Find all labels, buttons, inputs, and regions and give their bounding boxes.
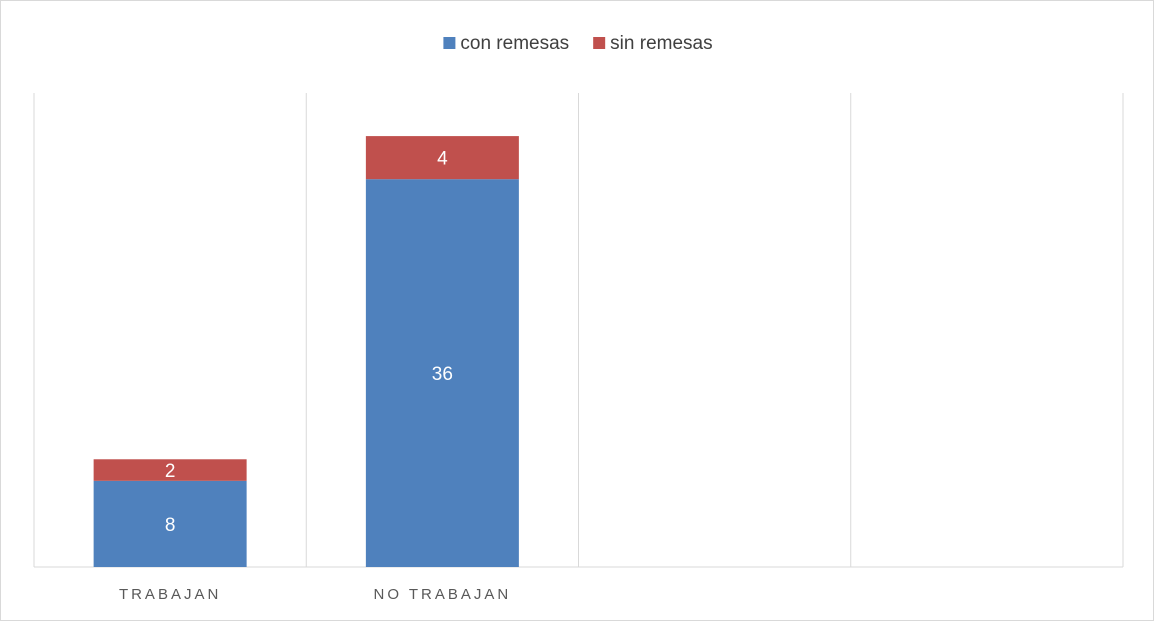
data-label: 36: [432, 364, 453, 385]
legend-swatch: [593, 37, 606, 49]
data-labels: 8 2 36 4: [165, 149, 453, 536]
legend-label: con remesas: [460, 33, 569, 54]
bar-segment: [93, 459, 247, 481]
legend-swatch: [443, 37, 456, 49]
data-label: 8: [165, 515, 176, 536]
category-label: TRABAJAN: [119, 586, 221, 603]
bar-segment: [365, 179, 519, 567]
legend: con remesas sin remesas: [443, 33, 713, 54]
legend-label: sin remesas: [610, 33, 712, 54]
bars: [93, 136, 519, 567]
category-axis-labels: TRABAJAN NO TRABAJAN: [119, 586, 512, 603]
data-label: 2: [165, 461, 176, 482]
bar-segment: [365, 136, 519, 180]
category-label: NO TRABAJAN: [374, 586, 512, 603]
data-label: 4: [437, 149, 448, 170]
legend-item: sin remesas: [593, 33, 713, 54]
bar-segment: [93, 480, 247, 567]
legend-item: con remesas: [443, 33, 569, 54]
